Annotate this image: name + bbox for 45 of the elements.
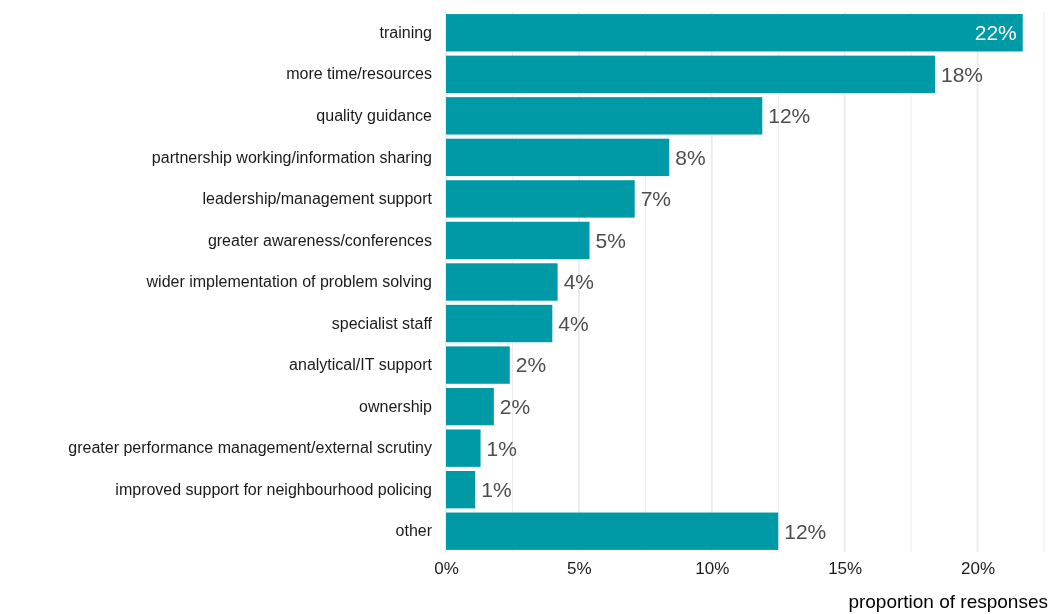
data-label: 22% <box>974 21 1017 45</box>
data-label: 7% <box>640 187 672 211</box>
bar <box>446 429 481 467</box>
data-label: 4% <box>558 311 589 335</box>
bar <box>446 346 510 384</box>
y-tick-label: improved support for neighbourhood policing <box>115 480 432 498</box>
x-tick-label: 20% <box>961 559 996 579</box>
y-tick-label: quality guidance <box>316 106 433 124</box>
y-tick-label: wider implementation of problem solving <box>145 273 432 291</box>
y-tick-label: training <box>379 23 432 41</box>
x-tick-label: 5% <box>567 559 592 579</box>
y-tick-label: other <box>395 522 433 540</box>
data-label: 8% <box>675 145 706 169</box>
y-tick-label: greater performance management/external scrutiny <box>68 439 432 457</box>
data-label: 5% <box>595 228 626 252</box>
data-label: 2% <box>499 394 531 418</box>
y-tick-label: greater awareness/conferences <box>207 231 432 249</box>
bar <box>446 304 553 343</box>
bar <box>446 512 779 550</box>
x-tick-label: 10% <box>695 559 730 579</box>
bar <box>446 263 558 301</box>
data-label: 12% <box>784 519 827 543</box>
x-tick-label: 15% <box>828 559 863 579</box>
data-label: 12% <box>768 104 811 128</box>
bar <box>446 14 1023 52</box>
data-label: 1% <box>486 436 517 460</box>
y-tick-label: leadership/management support <box>202 190 433 208</box>
bar <box>446 221 590 260</box>
data-label: 1% <box>481 478 512 502</box>
data-label: 18% <box>941 62 984 86</box>
x-tick-label: 0% <box>434 559 459 579</box>
data-label: 2% <box>515 353 547 377</box>
y-tick-label: analytical/IT support <box>289 356 433 374</box>
y-tick-label: specialist staff <box>331 314 433 332</box>
x-axis-title: proportion of responses <box>848 591 1048 612</box>
bar <box>446 180 635 218</box>
bar <box>446 55 936 93</box>
bar <box>446 387 494 426</box>
bar <box>446 138 670 177</box>
bar <box>446 97 763 135</box>
y-tick-label: more time/resources <box>286 65 432 83</box>
y-tick-label: partnership working/information sharing <box>151 148 432 166</box>
data-label: 4% <box>563 270 594 294</box>
y-tick-label: ownership <box>359 397 433 415</box>
bar <box>446 471 476 509</box>
